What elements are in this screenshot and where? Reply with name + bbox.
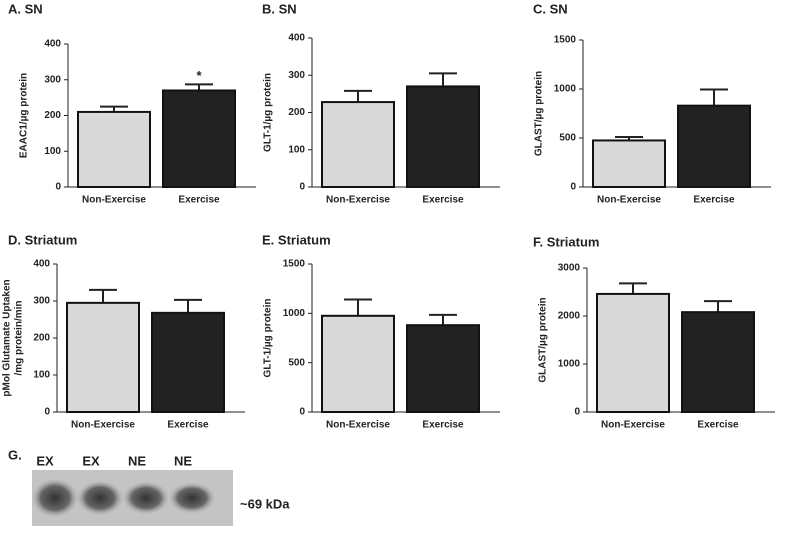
bar bbox=[596, 292, 670, 414]
x-tick-label: Non-Exercise bbox=[71, 420, 135, 431]
blot-band bbox=[168, 482, 216, 514]
y-tick-label: 0 bbox=[574, 407, 580, 418]
annotation: * bbox=[196, 68, 202, 83]
y-tick-label: 100 bbox=[44, 146, 61, 157]
blot-band bbox=[122, 481, 170, 515]
blot-band bbox=[76, 480, 124, 516]
bar bbox=[681, 311, 755, 413]
y-tick-label: 200 bbox=[33, 333, 50, 344]
y-tick-label: 300 bbox=[44, 74, 61, 85]
blot-title: G. bbox=[8, 447, 22, 462]
chart-title: B. SN bbox=[262, 1, 297, 16]
bar bbox=[677, 104, 751, 188]
y-tick-label: 200 bbox=[44, 110, 61, 121]
y-axis-label: /mg protein/min bbox=[14, 301, 25, 376]
x-tick-label: Exercise bbox=[422, 195, 464, 206]
y-tick-label: 1000 bbox=[283, 308, 306, 319]
y-axis-label: GLT-1/µg protein bbox=[263, 73, 274, 152]
bar bbox=[321, 314, 395, 413]
bar bbox=[77, 110, 151, 188]
bar bbox=[151, 311, 225, 413]
y-tick-label: 0 bbox=[299, 182, 305, 193]
chart-title: F. Striatum bbox=[533, 234, 599, 249]
y-tick-label: 500 bbox=[559, 133, 576, 144]
lane-label: EX bbox=[36, 453, 54, 468]
x-tick-label: Exercise bbox=[167, 420, 209, 431]
x-tick-label: Exercise bbox=[697, 420, 739, 431]
x-tick-label: Non-Exercise bbox=[326, 420, 390, 431]
chart-title: C. SN bbox=[533, 1, 568, 16]
x-tick-label: Non-Exercise bbox=[601, 420, 665, 431]
y-tick-label: 300 bbox=[288, 70, 305, 81]
y-tick-label: 1000 bbox=[558, 359, 581, 370]
y-axis-label: GLAST/µg protein bbox=[538, 297, 549, 382]
bar bbox=[406, 324, 480, 414]
chart-title: D. Striatum bbox=[8, 232, 77, 247]
y-axis-label: EAAC1/µg protein bbox=[19, 73, 30, 158]
bar bbox=[66, 301, 140, 414]
y-tick-label: 500 bbox=[288, 357, 305, 368]
y-tick-label: 0 bbox=[299, 407, 305, 418]
y-tick-label: 100 bbox=[288, 144, 305, 155]
y-tick-label: 400 bbox=[33, 259, 50, 270]
x-tick-label: Non-Exercise bbox=[326, 195, 390, 206]
x-tick-label: Exercise bbox=[178, 195, 220, 206]
bar bbox=[321, 101, 395, 188]
bar bbox=[592, 139, 666, 188]
x-tick-label: Non-Exercise bbox=[82, 195, 146, 206]
x-tick-label: Exercise bbox=[693, 195, 735, 206]
bar bbox=[162, 89, 236, 188]
chart-title: A. SN bbox=[8, 1, 43, 16]
y-axis-label: GLAST/µg protein bbox=[534, 71, 545, 156]
y-tick-label: 1500 bbox=[283, 259, 306, 270]
chart-title: E. Striatum bbox=[262, 232, 331, 247]
y-tick-label: 1000 bbox=[554, 84, 577, 95]
y-tick-label: 2000 bbox=[558, 311, 581, 322]
bar bbox=[406, 85, 480, 188]
x-tick-label: Exercise bbox=[422, 420, 464, 431]
y-axis-label: GLT-1/µg protein bbox=[263, 299, 274, 378]
y-tick-label: 400 bbox=[288, 33, 305, 44]
lane-label: EX bbox=[82, 453, 100, 468]
y-tick-label: 1500 bbox=[554, 35, 577, 46]
y-tick-label: 300 bbox=[33, 296, 50, 307]
y-tick-label: 100 bbox=[33, 370, 50, 381]
y-tick-label: 200 bbox=[288, 107, 305, 118]
y-tick-label: 0 bbox=[55, 182, 61, 193]
blot-size-label: ~69 kDa bbox=[240, 496, 290, 511]
y-tick-label: 0 bbox=[570, 182, 576, 193]
lane-label: NE bbox=[128, 453, 146, 468]
lane-label: NE bbox=[174, 453, 192, 468]
y-tick-label: 400 bbox=[44, 39, 61, 50]
y-axis-label: pMol Glutamate Uptaken bbox=[2, 279, 13, 396]
y-tick-label: 0 bbox=[44, 407, 50, 418]
y-tick-label: 3000 bbox=[558, 263, 581, 274]
blot-band bbox=[31, 478, 79, 518]
x-tick-label: Non-Exercise bbox=[597, 195, 661, 206]
